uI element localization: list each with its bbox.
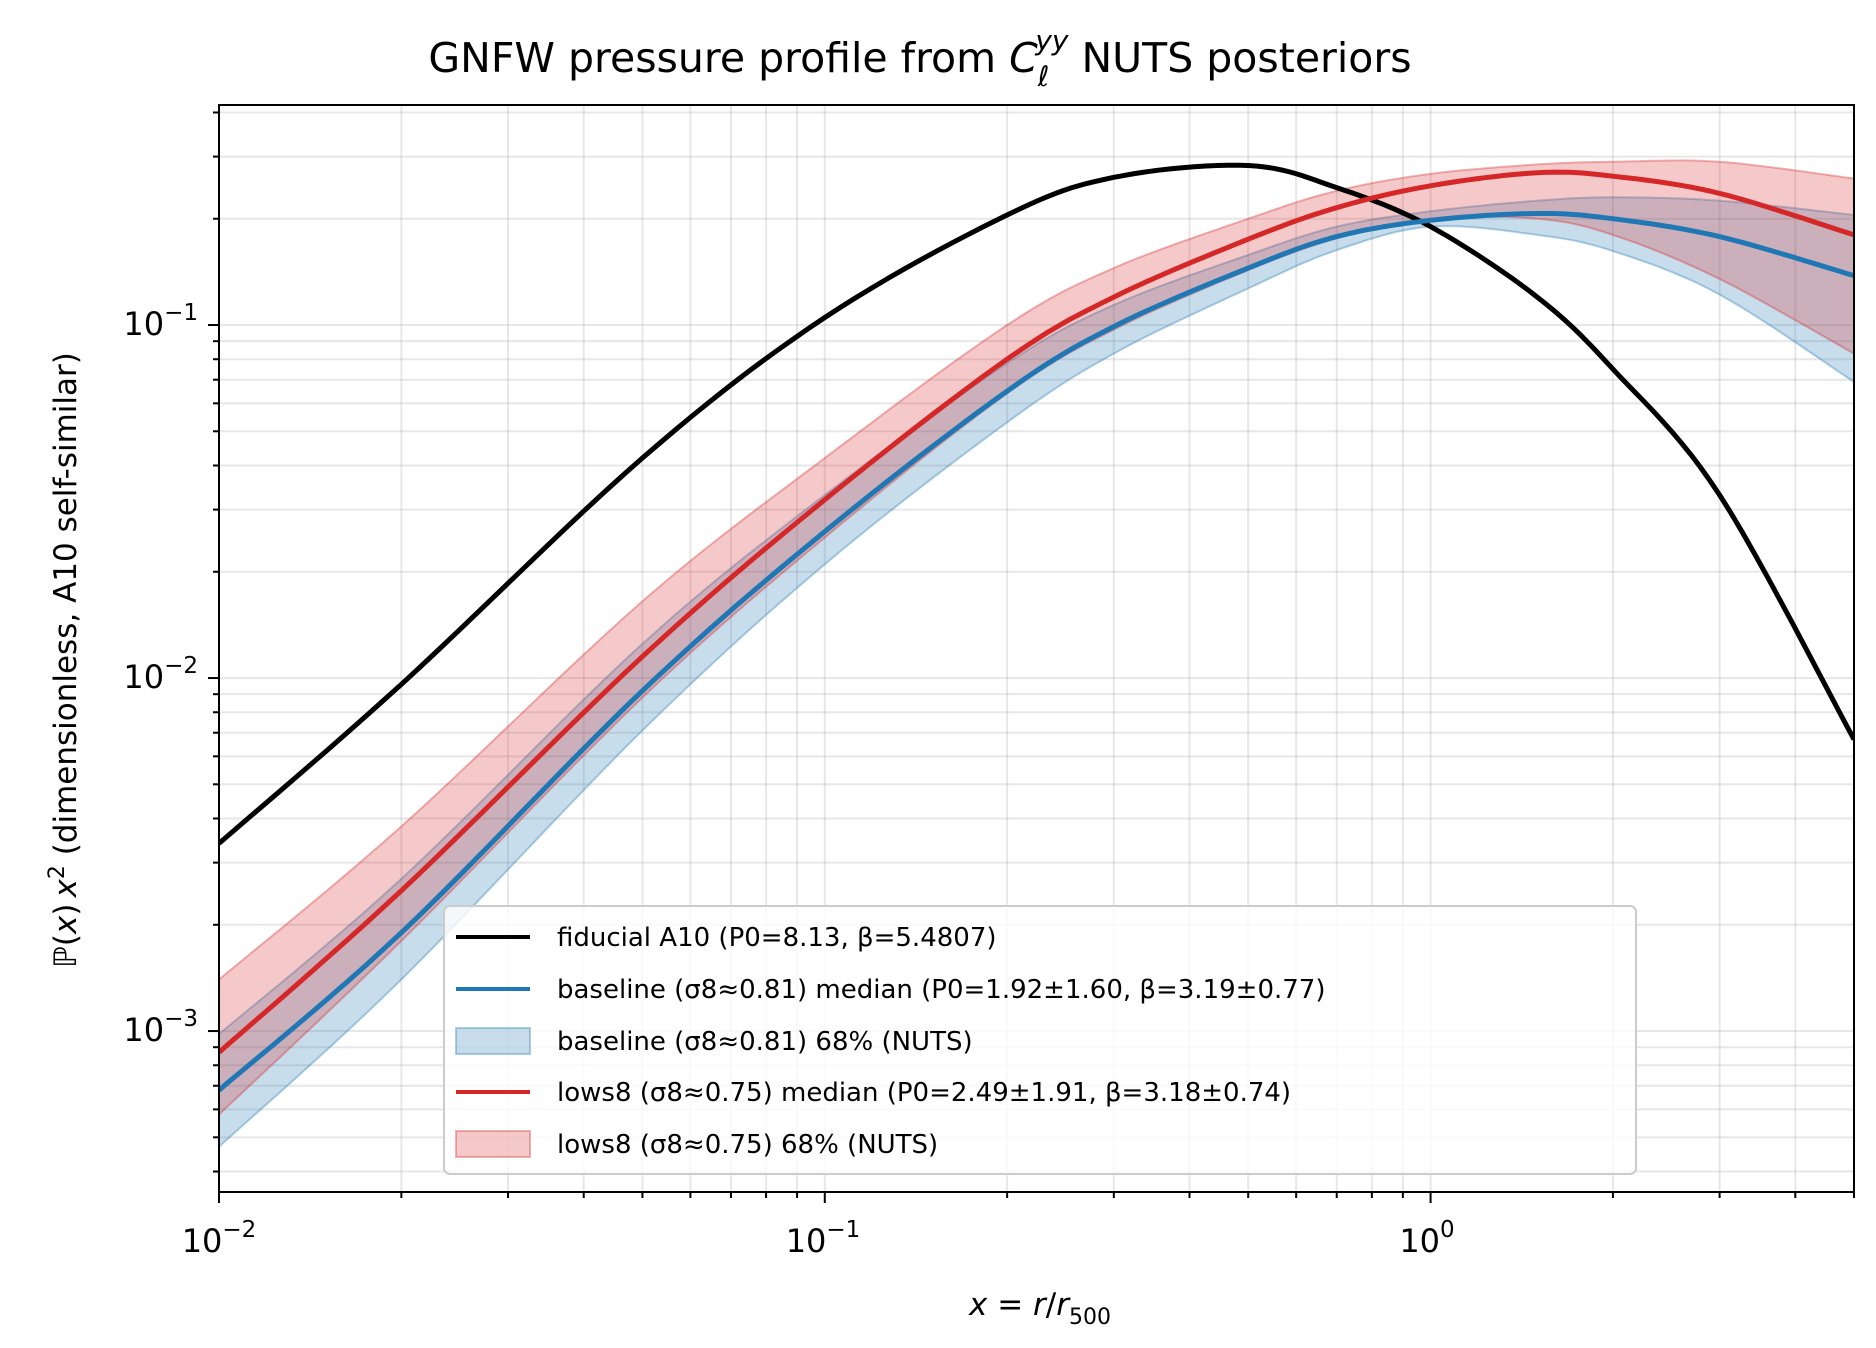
x-tick-labels: 10−2 10−1 100 [182, 1217, 1455, 1260]
series-line-0 [219, 162, 1854, 846]
legend-label-baseline-median: baseline (σ8≈0.81) median (P0=1.92±1.60,… [557, 975, 1325, 1005]
axis-ticks [208, 111, 1855, 1203]
y-tick-label: 10−3 [123, 1006, 198, 1049]
series-line-3 [219, 169, 1854, 1055]
y-axis-label: ℙ(x)x2 (dimensionless, A10 self-similar) [45, 352, 84, 968]
y-tick-label: 10−2 [123, 653, 198, 696]
legend-label-lows8-band: lows8 (σ8≈0.75) 68% (NUTS) [557, 1130, 938, 1160]
x-tick-label: 10−1 [786, 1217, 861, 1260]
y-tick-label: 10−1 [123, 300, 198, 343]
legend-label-lows8-median: lows8 (σ8≈0.75) median (P0=2.49±1.91, β=… [557, 1078, 1291, 1108]
legend-label-baseline-band: baseline (σ8≈0.81) 68% (NUTS) [557, 1027, 973, 1057]
legend-label-fiducial: fiducial A10 (P0=8.13, β=5.4807) [557, 923, 997, 953]
legend: fiducial A10 (P0=8.13, β=5.4807) baselin… [443, 905, 1637, 1175]
legend-swatch-baseline-band [455, 1027, 531, 1055]
band-2 [219, 196, 1854, 1149]
legend-swatch-lows8-band [455, 1130, 531, 1158]
series-line-1 [219, 211, 1854, 1093]
y-tick-labels: 10−3 10−2 10−1 [123, 300, 198, 1049]
x-tick-label: 100 [1399, 1217, 1454, 1260]
x-tick-label: 10−2 [182, 1217, 257, 1260]
series-lines [219, 162, 1854, 1093]
legend-box [443, 905, 1637, 1175]
plot-frame [218, 104, 1855, 1193]
x-axis-label: x = r/r500 [968, 1287, 1111, 1330]
chart-title: GNFW pressure profile from Cℓyy NUTS pos… [428, 24, 1411, 93]
